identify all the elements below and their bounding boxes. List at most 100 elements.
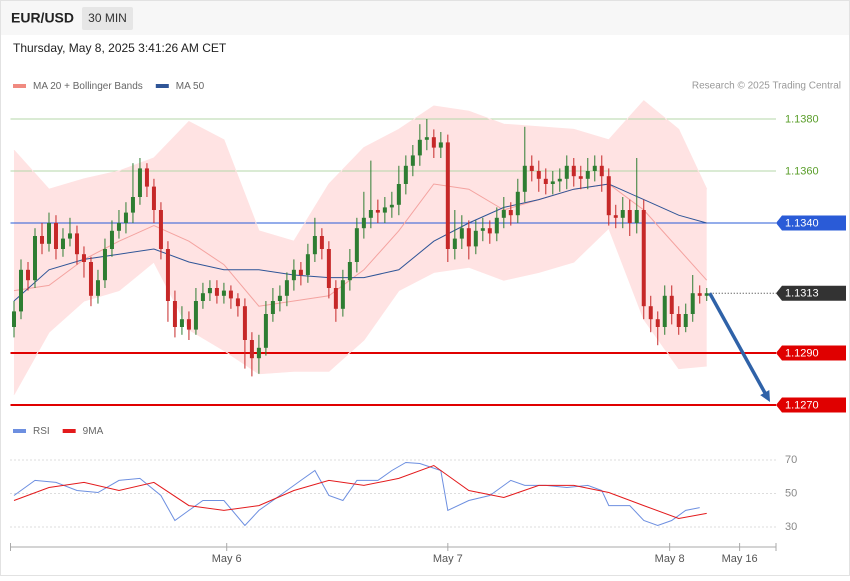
- candle-body: [403, 165, 408, 184]
- candle-body: [690, 293, 695, 314]
- candle-body: [123, 212, 128, 223]
- candle-body: [683, 314, 688, 327]
- candle-body: [627, 210, 632, 223]
- candle-body: [417, 139, 422, 156]
- level-tag: [776, 397, 846, 413]
- price-panel: MA 20 + Bollinger Bands MA 50 1.1380 1.1360…: [10, 81, 846, 413]
- level-tag: [776, 285, 846, 301]
- candle-body: [578, 176, 583, 179]
- y-tick-label: 50: [785, 487, 797, 499]
- candle-body: [592, 165, 597, 171]
- candle-body: [298, 269, 303, 275]
- candle-body: [151, 186, 156, 210]
- level-label: 1.1340: [785, 217, 819, 229]
- candle-body: [557, 178, 562, 182]
- candle-body: [102, 249, 107, 281]
- legend-label: RSI: [33, 426, 50, 437]
- timestamp: Thursday, May 8, 2025 3:41:26 AM CET: [13, 41, 227, 55]
- candle-body: [137, 168, 142, 197]
- interval: 30 MIN: [88, 11, 127, 25]
- candle-body: [480, 228, 485, 231]
- candle-body: [39, 236, 44, 244]
- candle-body: [193, 301, 198, 330]
- candle-body: [494, 217, 499, 234]
- legend-swatch: [13, 84, 26, 88]
- candle-body: [704, 293, 709, 296]
- level-label: 1.1360: [785, 165, 819, 177]
- credit: Research © 2025 Trading Central: [692, 81, 841, 92]
- candle-body: [543, 178, 548, 184]
- legend-swatch: [13, 429, 26, 433]
- candle-body: [368, 210, 373, 218]
- candle-body: [438, 142, 443, 148]
- candle-body: [676, 314, 681, 327]
- candle-body: [333, 288, 338, 309]
- candle-body: [25, 269, 30, 281]
- candle-body: [305, 254, 310, 275]
- candle-body: [109, 230, 114, 249]
- level-label: 1.1270: [785, 399, 819, 411]
- candle-body: [459, 228, 464, 239]
- candle-body: [186, 319, 191, 330]
- candle-body: [18, 269, 23, 312]
- candle-body: [284, 280, 289, 296]
- candle-body: [179, 319, 184, 327]
- candle-body: [431, 137, 436, 148]
- candle-body: [452, 238, 457, 249]
- candle-body: [361, 217, 366, 229]
- candle-body: [74, 233, 79, 255]
- candle-body: [228, 290, 233, 299]
- level-label: 1.1380: [785, 113, 819, 125]
- candle-body: [207, 288, 212, 294]
- candle-body: [354, 228, 359, 262]
- candle-body: [508, 210, 513, 216]
- candle-body: [655, 319, 660, 327]
- candle-body: [172, 301, 177, 327]
- candle-body: [424, 137, 429, 140]
- candle-body: [571, 165, 576, 177]
- candle-body: [473, 230, 478, 247]
- candle-body: [396, 184, 401, 205]
- legend-label: MA 20 + Bollinger Bands: [33, 81, 143, 92]
- candle-body: [550, 181, 555, 184]
- candle-body: [599, 165, 604, 177]
- x-tick-label: May 8: [655, 553, 685, 565]
- candle-body: [606, 176, 611, 216]
- candle-body: [53, 223, 58, 249]
- x-tick-label: May 6: [212, 553, 242, 565]
- candle-body: [95, 280, 100, 296]
- candle-body: [88, 262, 93, 296]
- candle-body: [46, 223, 51, 244]
- x-tick-label: May 16: [722, 553, 758, 565]
- y-tick-label: 30: [785, 521, 797, 533]
- symbol: EUR/USD: [11, 10, 74, 26]
- legend-label: 9MA: [83, 426, 104, 437]
- candle-body: [60, 238, 65, 249]
- y-tick-label: 70: [785, 454, 797, 466]
- candle-body: [501, 210, 506, 218]
- interval-box: [82, 7, 133, 30]
- candle-body: [382, 207, 387, 213]
- candle-body: [214, 288, 219, 296]
- level-label: 1.1313: [785, 288, 819, 300]
- band-line: [13, 227, 707, 395]
- candle-body: [221, 290, 226, 296]
- candle-body: [529, 165, 534, 171]
- candle-body: [116, 223, 121, 231]
- candle-body: [144, 168, 149, 187]
- level-tag: [776, 345, 846, 361]
- candle-body: [564, 165, 569, 179]
- header-bar: [1, 1, 849, 35]
- candle-body: [326, 249, 331, 288]
- candle-body: [67, 233, 72, 239]
- candle-body: [641, 210, 646, 307]
- candle-body: [249, 340, 254, 359]
- candle-body: [389, 204, 394, 208]
- candle-body: [277, 295, 282, 301]
- series-line: [13, 461, 700, 527]
- candle-body: [669, 295, 674, 314]
- candle-body: [312, 236, 317, 255]
- candle-body: [522, 165, 527, 192]
- legend-swatch: [62, 429, 76, 433]
